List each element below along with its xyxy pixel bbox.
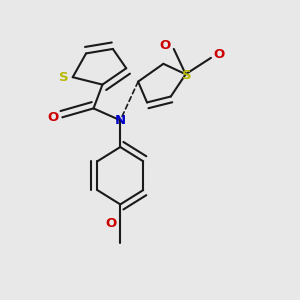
- Text: O: O: [214, 48, 225, 62]
- Text: S: S: [182, 69, 192, 82]
- Text: O: O: [48, 111, 59, 124]
- Text: O: O: [160, 40, 171, 52]
- Text: S: S: [59, 71, 69, 84]
- Text: O: O: [106, 217, 117, 230]
- Text: N: N: [115, 114, 126, 127]
